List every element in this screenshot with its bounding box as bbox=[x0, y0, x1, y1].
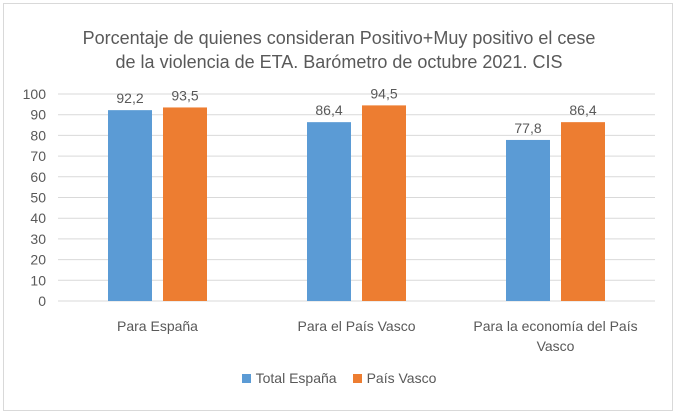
y-tick-label: 70 bbox=[30, 148, 46, 164]
bar-total-espana bbox=[506, 139, 550, 301]
x-tick-label: Para la economía del País bbox=[473, 318, 637, 334]
bar-total-espana bbox=[307, 122, 351, 301]
data-label: 94,5 bbox=[370, 85, 397, 101]
legend-item-total-espana: Total España bbox=[241, 370, 337, 386]
y-tick-label: 80 bbox=[30, 127, 46, 143]
y-tick-label: 40 bbox=[30, 210, 46, 226]
y-tick-label: 50 bbox=[30, 190, 46, 206]
chart-title-line-1: Porcentaje de quienes consideran Positiv… bbox=[82, 28, 596, 48]
x-tick-label: Para España bbox=[117, 318, 198, 334]
data-label: 86,4 bbox=[569, 102, 596, 118]
legend-swatch bbox=[241, 373, 251, 383]
chart-frame bbox=[3, 3, 673, 411]
bar-pais-vasco bbox=[163, 107, 207, 301]
y-tick-label: 10 bbox=[30, 272, 46, 288]
data-label: 86,4 bbox=[315, 102, 342, 118]
y-tick-label: 60 bbox=[30, 169, 46, 185]
y-tick-label: 20 bbox=[30, 252, 46, 268]
bar-pais-vasco bbox=[362, 105, 406, 301]
data-label: 93,5 bbox=[171, 87, 198, 103]
x-tick-label: Vasco bbox=[537, 338, 575, 354]
legend-item-pais-vasco: País Vasco bbox=[352, 370, 437, 386]
legend-label: Total España bbox=[255, 370, 337, 386]
chart-title-line-2: de la violencia de ETA. Barómetro de oct… bbox=[115, 52, 563, 72]
data-label: 77,8 bbox=[514, 120, 541, 136]
x-tick-label: Para el País Vasco bbox=[297, 318, 415, 334]
data-label: 92,2 bbox=[116, 90, 143, 106]
y-tick-label: 0 bbox=[38, 293, 46, 309]
legend-label: País Vasco bbox=[366, 370, 437, 386]
legend-swatch bbox=[352, 373, 362, 383]
y-tick-label: 90 bbox=[30, 107, 46, 123]
legend: Total España País Vasco bbox=[0, 370, 678, 386]
bar-pais-vasco bbox=[561, 122, 605, 301]
y-tick-label: 30 bbox=[30, 231, 46, 247]
y-tick-label: 100 bbox=[23, 86, 47, 102]
bar-total-espana bbox=[108, 110, 152, 301]
